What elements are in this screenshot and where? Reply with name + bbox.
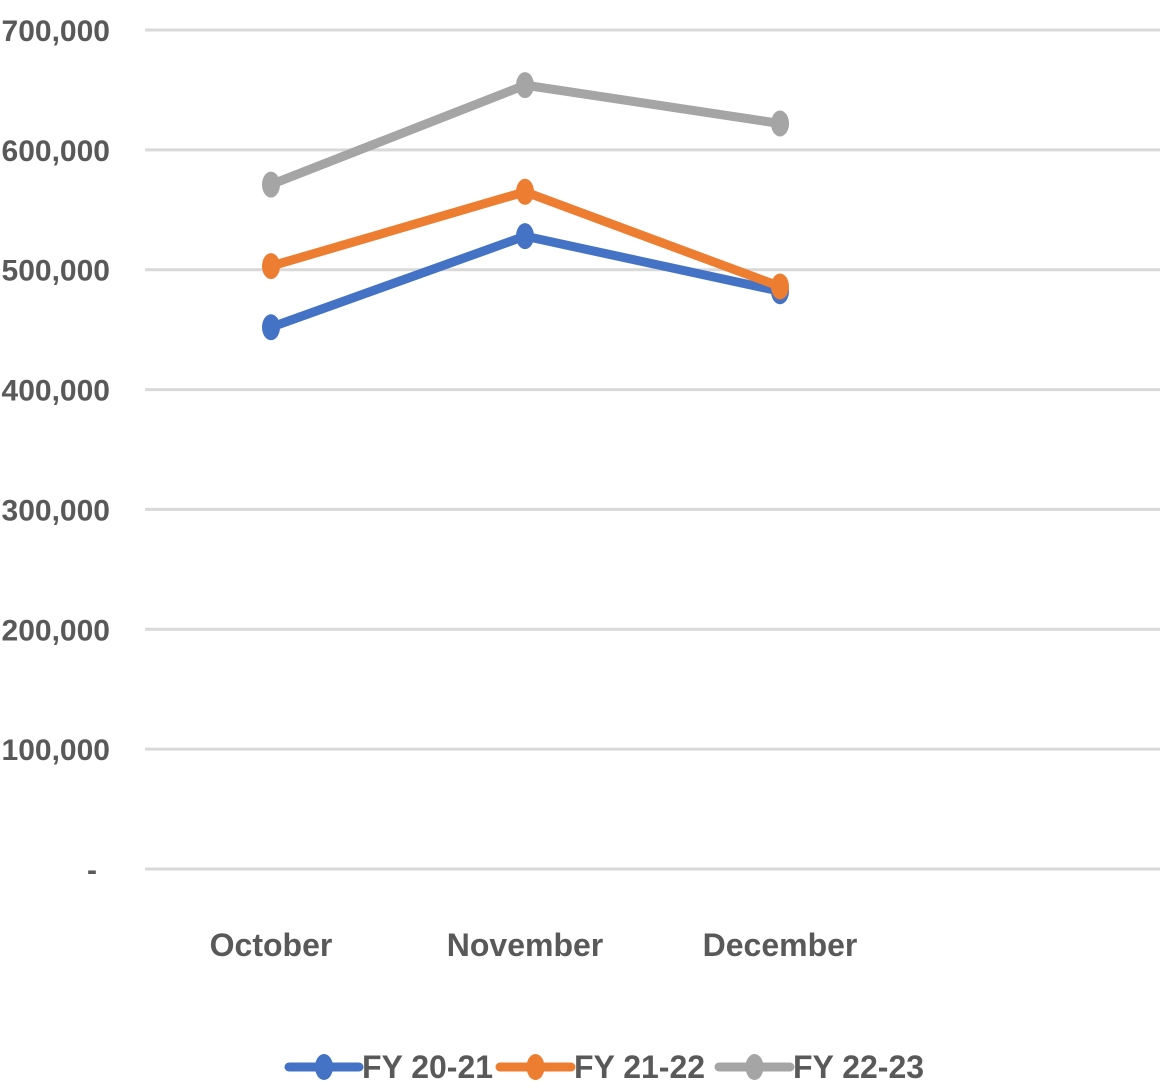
data-point-marker: [516, 223, 534, 250]
series-path: [266, 231, 785, 332]
x-axis: October November December: [210, 927, 858, 963]
data-point-marker: [771, 110, 789, 137]
series-line: [262, 72, 789, 198]
y-tick-label: 300,000: [2, 494, 110, 527]
data-point-marker: [262, 253, 280, 280]
plot-area: [262, 72, 789, 341]
data-point-marker: [262, 314, 280, 341]
legend-label: FY 21-22: [574, 1049, 705, 1085]
y-tick-label: 400,000: [2, 375, 110, 408]
y-tick-label: 600,000: [2, 135, 110, 168]
data-point-marker: [262, 171, 280, 198]
legend-marker: [745, 1054, 764, 1080]
y-tick-label: 200,000: [2, 614, 110, 647]
y-tick-label: 500,000: [2, 255, 110, 288]
series-line: [262, 223, 789, 341]
gridlines: [145, 28, 1160, 871]
legend-entry: FY 21-22: [495, 1049, 705, 1085]
legend-marker: [526, 1054, 545, 1080]
y-tick-label: -: [87, 854, 97, 887]
legend-entry: FY 22-23: [714, 1049, 924, 1085]
x-tick-label: October: [210, 927, 333, 963]
legend-entry: FY 20-21: [284, 1049, 493, 1085]
series-line: [262, 178, 789, 300]
data-point-marker: [516, 178, 534, 205]
y-tick-label: 100,000: [2, 734, 110, 767]
x-tick-label: December: [703, 927, 858, 963]
y-axis: - 100,000 200,000 300,000 400,000 500,000 600,…: [2, 15, 110, 887]
legend-marker: [315, 1054, 333, 1080]
x-tick-label: November: [447, 927, 604, 963]
legend: FY 20-21 FY 21-22 FY 22-23: [284, 1049, 924, 1085]
series-path: [266, 80, 785, 190]
data-point-marker: [516, 72, 534, 99]
legend-label: FY 22-23: [793, 1049, 924, 1085]
y-tick-label: 700,000: [2, 15, 110, 48]
data-point-marker: [771, 273, 789, 300]
legend-label: FY 20-21: [362, 1049, 493, 1085]
